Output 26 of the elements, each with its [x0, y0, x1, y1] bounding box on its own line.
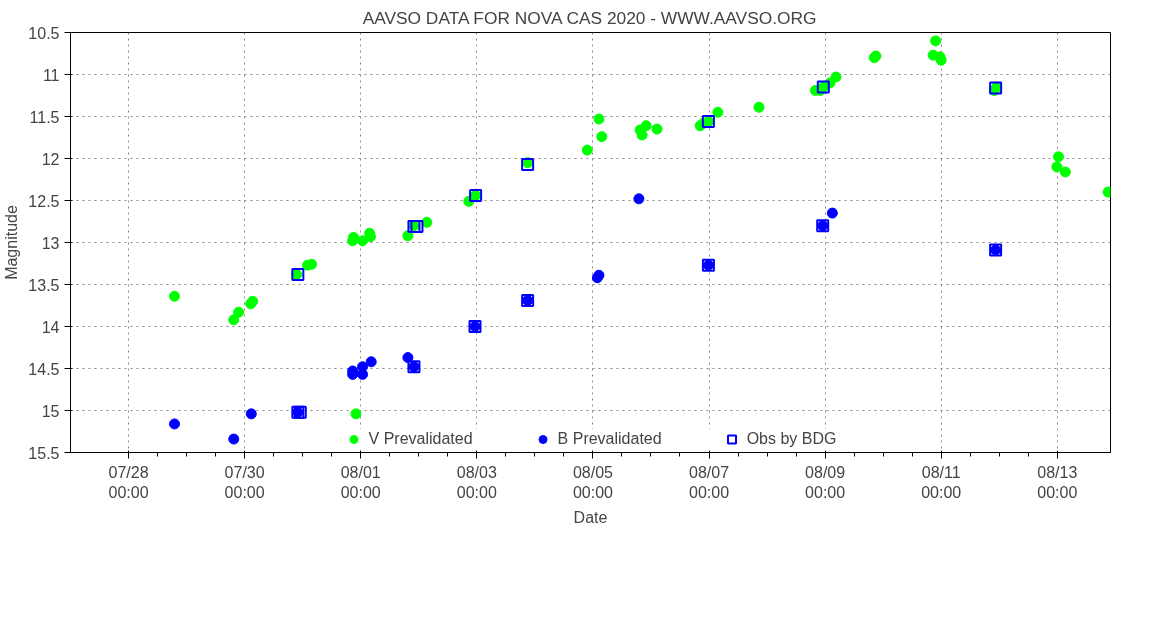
x-tick-label: 08/03 00:00	[456, 463, 497, 501]
x-tick-label: 08/13 00:00	[1037, 463, 1078, 501]
y-axis-title: Magnitude	[3, 205, 21, 280]
y-tick-label: 11	[42, 66, 60, 84]
x-tick-label: 08/05 00:00	[572, 463, 614, 501]
x-tick-label: 08/11 00:00	[921, 463, 962, 501]
y-tick-label: 15.5	[28, 444, 60, 462]
legend-label: V Prevalidated	[368, 430, 473, 448]
x-tick-label: 08/07 00:00	[688, 463, 730, 501]
y-tick-label: 15	[41, 402, 60, 420]
y-tick-label: 13	[41, 234, 60, 252]
x-tick-label: 07/30 00:00	[224, 463, 265, 501]
y-tick-label: 12	[41, 150, 60, 168]
y-tick-label: 12.5	[28, 192, 60, 210]
y-tick-label: 11.5	[29, 108, 60, 126]
x-axis-title: Date	[573, 508, 608, 526]
y-tick-label: 14	[41, 318, 60, 336]
y-tick-label: 13.5	[28, 276, 60, 294]
x-tick-label: 08/09 00:00	[805, 463, 846, 501]
x-tick-label: 08/01 00:00	[340, 463, 381, 501]
x-tick-label: 07/28 00:00	[108, 463, 149, 501]
legend-label: Obs by BDG	[746, 430, 837, 448]
chart-title: AAVSO DATA FOR NOVA CAS 2020 - WWW.AAVSO.ORG	[362, 7, 817, 28]
legend-label: B Prevalidated	[557, 430, 662, 448]
y-tick-label: 10.5	[28, 24, 60, 42]
y-tick-label: 14.5	[28, 360, 60, 378]
